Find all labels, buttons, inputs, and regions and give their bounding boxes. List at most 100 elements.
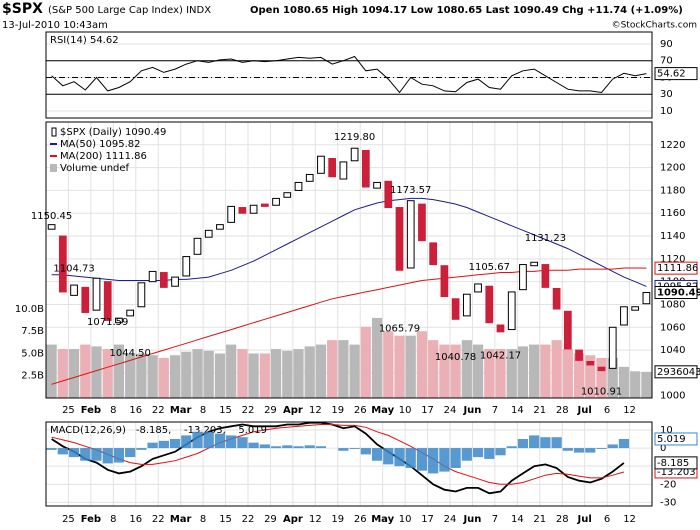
candle (204, 229, 213, 238)
volume-tick-label: 5.0B (21, 348, 44, 359)
candle (283, 192, 292, 198)
x-tick-label: 16 (129, 405, 142, 416)
candle (496, 324, 505, 333)
candle (474, 283, 482, 293)
histogram-bar (203, 431, 214, 449)
value-tag-box (654, 456, 698, 470)
volume-bar (169, 355, 181, 398)
volume-bar (327, 340, 338, 398)
histogram-bar (607, 444, 618, 449)
y-tick-label: 10 (660, 106, 673, 117)
volume-bar (484, 349, 495, 398)
histogram-bar (304, 445, 315, 449)
volume-bar (203, 350, 214, 398)
histogram-bar (226, 435, 237, 449)
volume-bar (371, 317, 383, 398)
legend-entry: 5.019 (238, 425, 267, 436)
x-tick-label: Mar (170, 405, 192, 416)
y-tick-label: 70 (660, 56, 673, 67)
histogram-bar (360, 448, 371, 455)
price-annotation: 1044.50 (109, 348, 150, 359)
y-tick-label: -30 (660, 497, 676, 508)
value-tag-box (654, 365, 698, 379)
volume-bar (181, 351, 192, 398)
candle (249, 204, 258, 214)
panel-frame (45, 31, 653, 119)
x-tick-label: 21 (533, 405, 546, 416)
candle (103, 281, 112, 321)
legend-icon (51, 127, 57, 137)
volume-bar (630, 371, 641, 398)
histogram-bar (371, 448, 383, 461)
price-annotation: 1042.17 (480, 351, 521, 362)
candle (451, 298, 460, 320)
candle (182, 256, 191, 277)
y-tick-label: 1080 (660, 299, 685, 310)
volume-bar (270, 349, 282, 398)
volume-bar (562, 349, 573, 398)
candle (216, 224, 224, 230)
candle (586, 361, 595, 366)
x-tick-label: 24 (444, 514, 457, 525)
histogram-bar (349, 448, 360, 449)
candle (361, 150, 370, 188)
histogram-bar (618, 438, 630, 449)
candle (373, 181, 381, 189)
volume-bar (416, 331, 428, 398)
x-tick-label: Jun (462, 514, 481, 525)
x-tick-label: 16 (129, 514, 142, 525)
histogram-bar (237, 437, 248, 449)
candle (552, 288, 561, 310)
candle (193, 237, 202, 255)
histogram-bar (282, 445, 293, 449)
histogram-bar (405, 448, 416, 468)
candle (137, 282, 146, 308)
volume-bar (304, 346, 315, 398)
volume-bar (248, 353, 259, 398)
x-tick-label: 14 (511, 405, 524, 416)
candle (530, 261, 539, 267)
volume-bar (551, 340, 562, 398)
histogram-bar (596, 448, 607, 449)
volume-bar (68, 349, 80, 398)
value-tag: 54.62 (657, 69, 686, 80)
histogram-bar (158, 440, 169, 449)
candle (440, 265, 449, 297)
value-tag: 2936043 (657, 367, 700, 378)
volume-bar (641, 371, 652, 398)
price-annotation: 1173.57 (390, 185, 431, 196)
volume-bar (450, 344, 461, 398)
y-tick-label: 90 (660, 39, 673, 50)
x-tick-label: Apr (283, 514, 303, 525)
volume-bar (113, 344, 125, 398)
candle (507, 291, 516, 331)
price-annotation: 1105.67 (469, 262, 510, 273)
volume-bar (529, 344, 540, 398)
x-tick-label: 22 (242, 405, 255, 416)
histogram-bar (551, 437, 562, 449)
histogram-bar (169, 439, 181, 449)
volume-bar (394, 335, 405, 398)
legend-entry: MA(200) 1111.86 (60, 151, 147, 162)
volume-bar (91, 346, 102, 398)
volume-bar (360, 326, 371, 398)
panel-label: MACD(12,26,9) (50, 425, 126, 436)
histogram-bar (394, 448, 405, 467)
histogram-bar (540, 437, 551, 449)
y-tick-label: 1060 (660, 322, 685, 333)
candle (126, 309, 135, 317)
candle (608, 326, 617, 369)
histogram-bar (315, 446, 327, 449)
x-tick-label: 6 (604, 514, 610, 525)
x-tick-label: 7 (492, 405, 498, 416)
panel-frame (45, 121, 653, 399)
x-tick-label: 10 (399, 405, 412, 416)
histogram-bar (57, 448, 68, 455)
histogram-bar (147, 442, 158, 449)
x-tick-label: 25 (62, 405, 75, 416)
x-tick-label: 19 (331, 514, 344, 525)
x-tick-label: 26 (354, 514, 367, 525)
x-tick-label: Apr (283, 405, 303, 416)
histogram-bar (113, 448, 125, 463)
